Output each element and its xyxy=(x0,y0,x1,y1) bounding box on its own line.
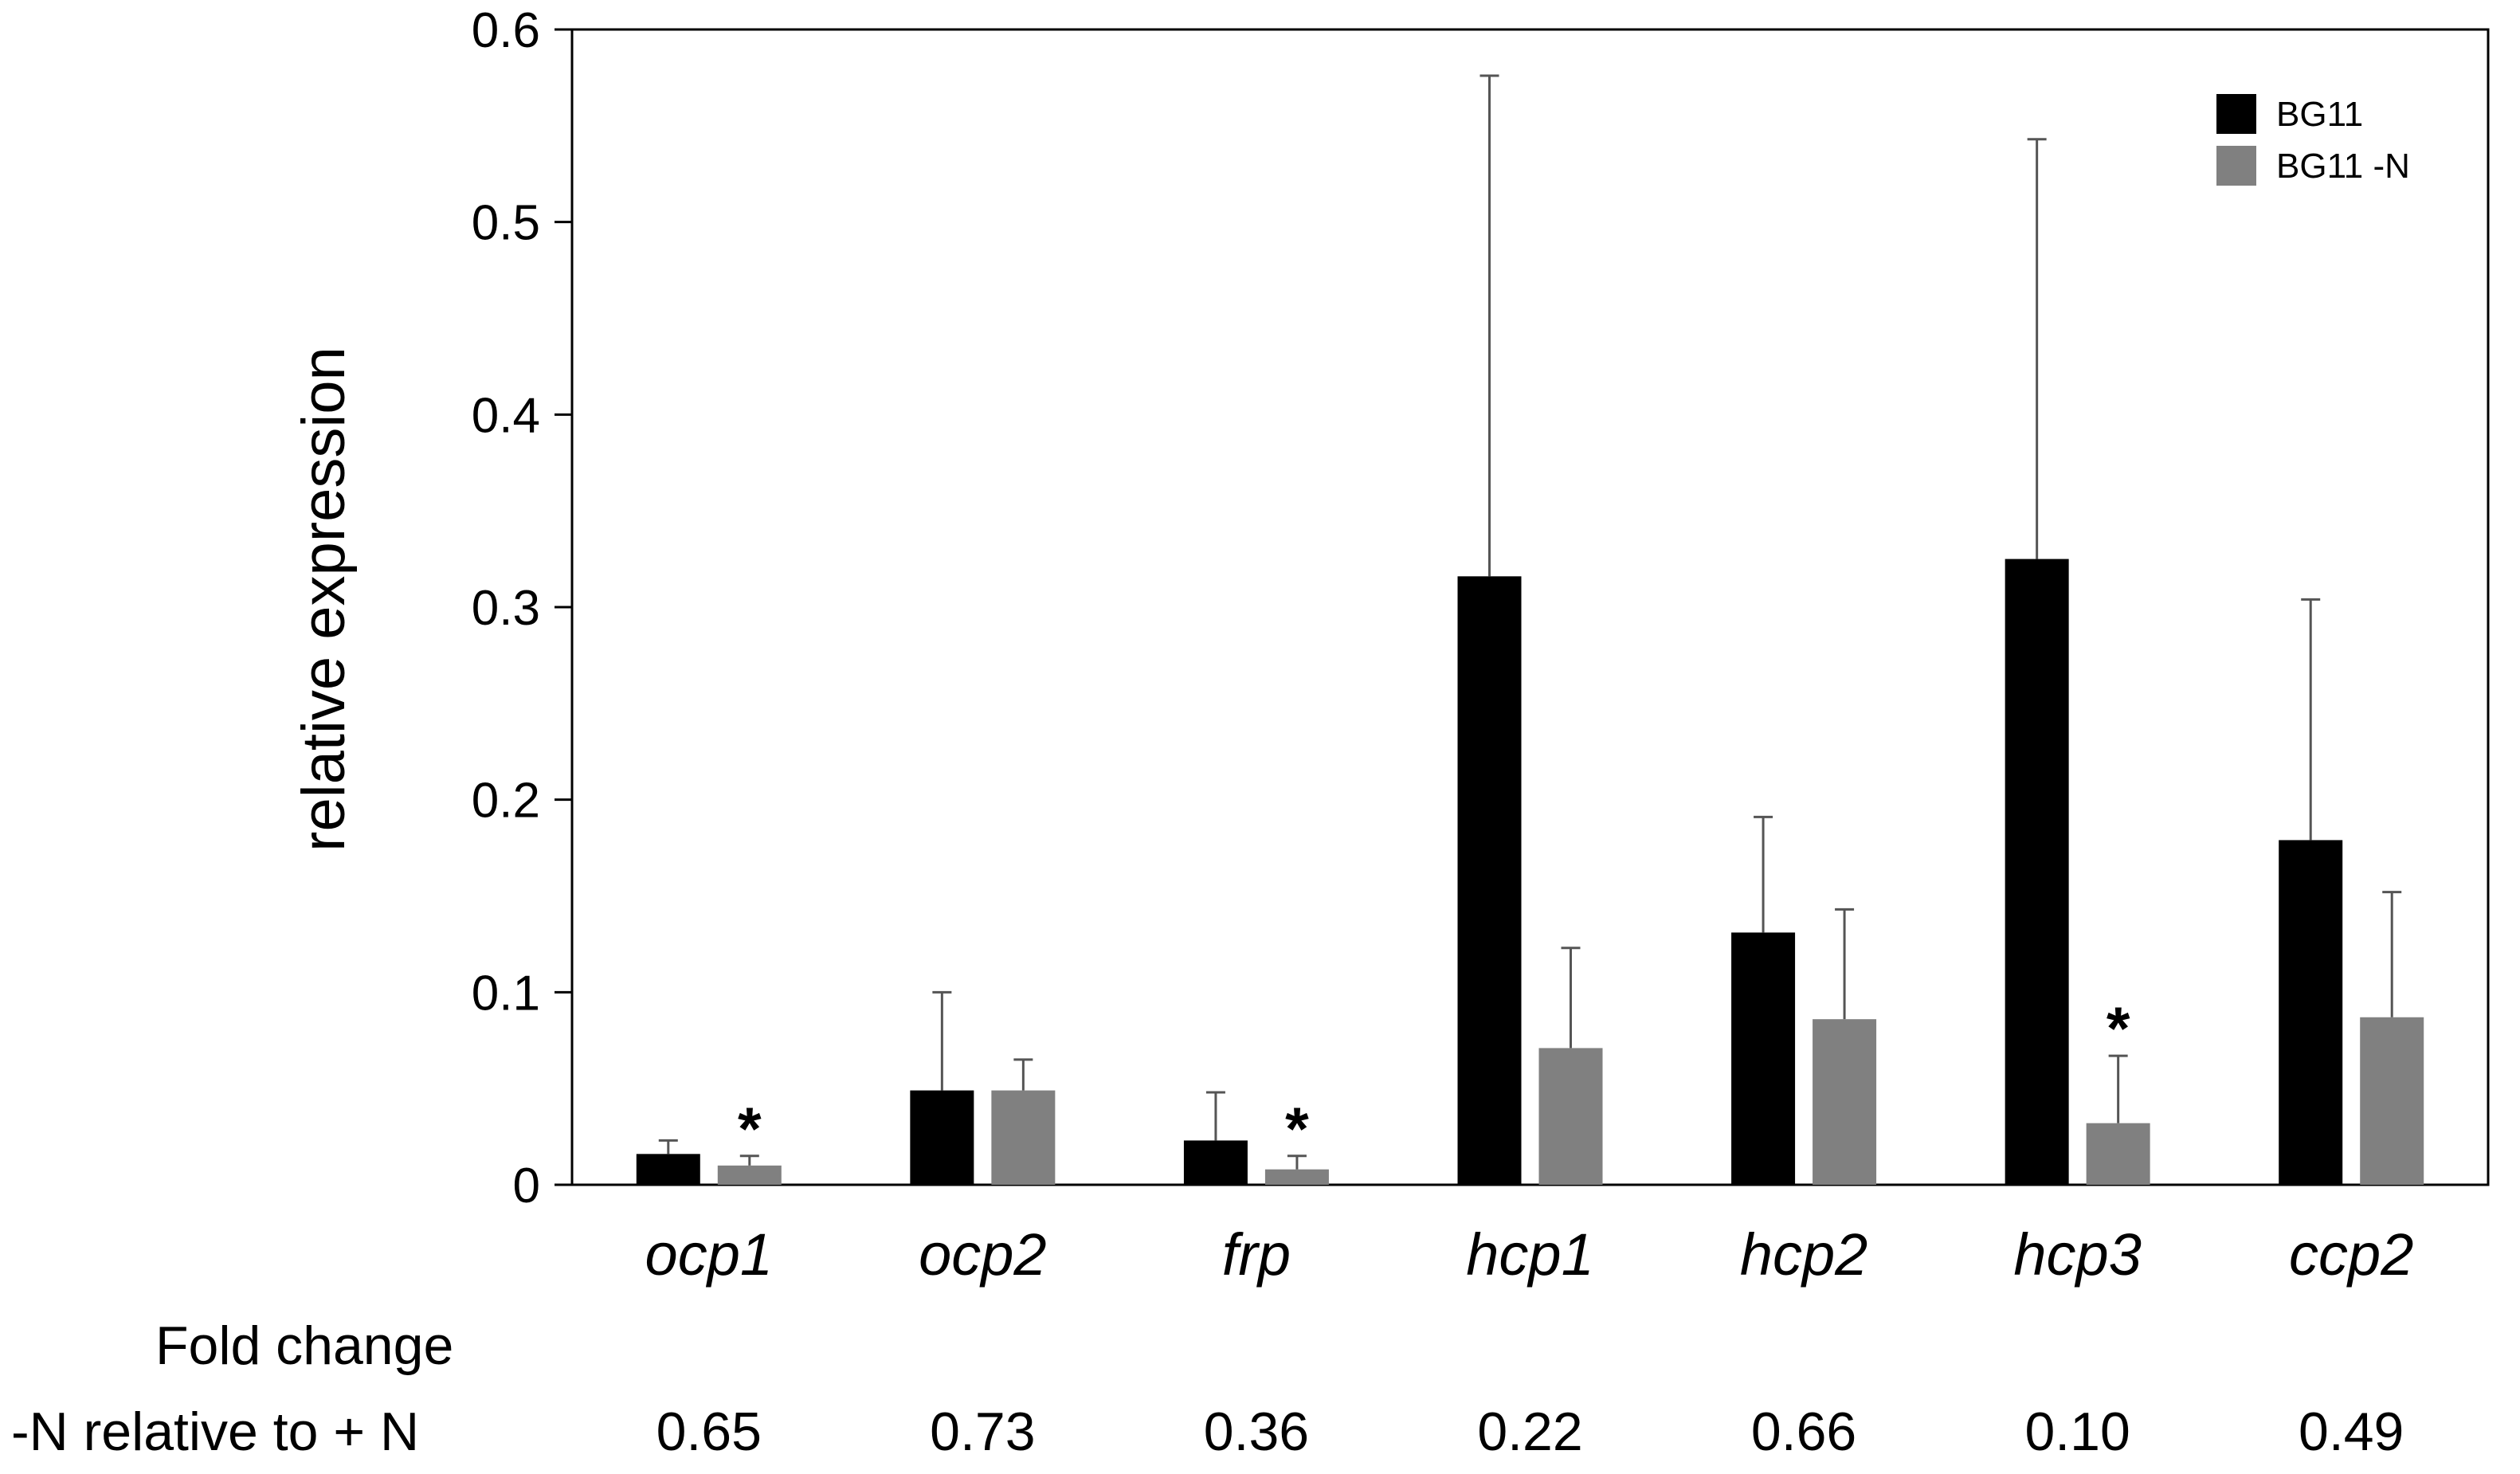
y-tick-label: 0.3 xyxy=(472,581,540,636)
legend-label: BG11 xyxy=(2276,95,2363,134)
category-label-ocp2: ocp2 xyxy=(919,1221,1046,1288)
legend-label: BG11 -N xyxy=(2276,147,2410,186)
y-tick-label: 0 xyxy=(513,1158,540,1213)
bar-hcp1-bg11-n xyxy=(1538,1048,1603,1185)
fold-change-value: 0.36 xyxy=(1204,1401,1309,1462)
significance-star: * xyxy=(1285,1096,1309,1163)
significance-star: * xyxy=(2107,995,2130,1063)
significance-star: * xyxy=(738,1096,762,1163)
bar-ocp2-bg11-n xyxy=(991,1090,1056,1185)
fold-change-footer: 0.65 0.73 0.36 0.22 0.66 0.10 0.49 Fold change -… xyxy=(11,1315,2404,1462)
y-tick-label: 0.5 xyxy=(472,196,540,251)
fold-change-value: 0.65 xyxy=(656,1401,762,1462)
category-label-hcp2: hcp2 xyxy=(1740,1221,1867,1288)
legend-swatch xyxy=(2216,146,2256,186)
bar-ocp1-bg11 xyxy=(636,1154,700,1185)
fold-change-label: Fold change xyxy=(155,1315,453,1376)
fold-change-value: 0.73 xyxy=(930,1401,1035,1462)
fold-change-value: 0.22 xyxy=(1477,1401,1582,1462)
x-axis-labels: ocp1 ocp2 frp hcp1 hcp2 hcp3 ccp2 xyxy=(645,1221,2414,1288)
significance-markers: * * * xyxy=(738,995,2130,1163)
y-tick-label: 0.6 xyxy=(472,3,540,58)
y-axis-title: relative expression xyxy=(290,347,358,852)
bar-hcp3-bg11-n xyxy=(2086,1123,2150,1185)
category-label-hcp3: hcp3 xyxy=(2013,1221,2141,1288)
bar-hcp3-bg11 xyxy=(2005,559,2069,1185)
fold-change-value: 0.66 xyxy=(1751,1401,1856,1462)
category-label-ocp1: ocp1 xyxy=(645,1221,773,1288)
plot-frame xyxy=(570,28,2490,1186)
bars xyxy=(636,559,2424,1185)
bar-ccp2-bg11-n xyxy=(2360,1017,2424,1185)
category-label-hcp1: hcp1 xyxy=(1466,1221,1593,1288)
fold-change-value: 0.10 xyxy=(2024,1401,2130,1462)
y-tick-label: 0.4 xyxy=(472,388,540,443)
bar-ocp1-bg11-n xyxy=(717,1165,782,1185)
bar-frp-bg11-n xyxy=(1264,1169,1329,1185)
y-tick-label: 0.2 xyxy=(472,774,540,829)
category-label-frp: frp xyxy=(1222,1221,1291,1288)
legend: BG11 BG11 -N xyxy=(2216,94,2410,186)
y-axis: 0 0.1 0.2 0.3 0.4 0.5 0.6 relative expression xyxy=(290,3,2490,1213)
category-label-ccp2: ccp2 xyxy=(2289,1221,2413,1288)
bar-hcp2-bg11-n xyxy=(1813,1019,1877,1185)
y-tick-label: 0.1 xyxy=(472,966,540,1021)
bar-hcp2-bg11 xyxy=(1731,932,1796,1185)
bar-hcp1-bg11 xyxy=(1457,576,1522,1185)
fold-change-sublabel: -N relative to + N xyxy=(11,1401,419,1462)
bar-frp-bg11 xyxy=(1183,1140,1248,1185)
bar-ccp2-bg11 xyxy=(2279,840,2343,1185)
error-bars xyxy=(658,74,2402,1170)
fold-change-value: 0.49 xyxy=(2299,1401,2404,1462)
legend-swatch xyxy=(2216,94,2256,134)
bar-ocp2-bg11 xyxy=(910,1090,974,1185)
